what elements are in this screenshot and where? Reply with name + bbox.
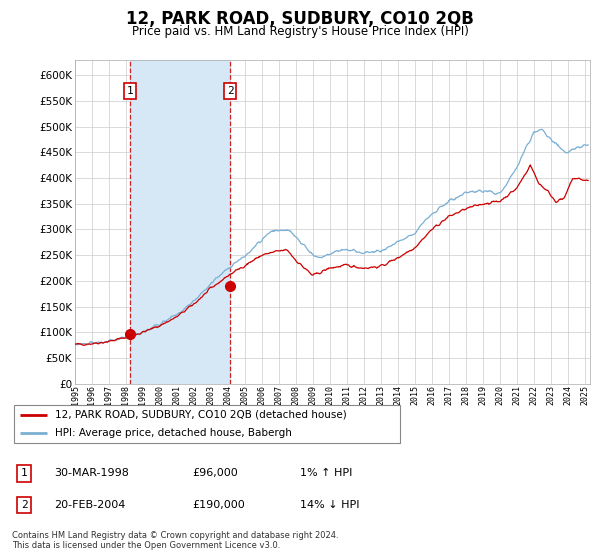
Text: 2: 2 (227, 86, 233, 96)
Text: Contains HM Land Registry data © Crown copyright and database right 2024.
This d: Contains HM Land Registry data © Crown c… (12, 531, 338, 550)
Text: £190,000: £190,000 (192, 500, 245, 510)
Text: 1: 1 (20, 468, 28, 478)
Text: 20-FEB-2004: 20-FEB-2004 (54, 500, 125, 510)
Text: 30-MAR-1998: 30-MAR-1998 (54, 468, 129, 478)
Text: HPI: Average price, detached house, Babergh: HPI: Average price, detached house, Babe… (55, 428, 292, 438)
FancyBboxPatch shape (14, 405, 400, 443)
Text: 1% ↑ HPI: 1% ↑ HPI (300, 468, 352, 478)
Bar (130, 60, 230, 384)
Text: 2: 2 (20, 500, 28, 510)
Text: 14% ↓ HPI: 14% ↓ HPI (300, 500, 359, 510)
Text: 1: 1 (127, 86, 133, 96)
Text: Price paid vs. HM Land Registry's House Price Index (HPI): Price paid vs. HM Land Registry's House … (131, 25, 469, 38)
Text: £96,000: £96,000 (192, 468, 238, 478)
Text: 12, PARK ROAD, SUDBURY, CO10 2QB: 12, PARK ROAD, SUDBURY, CO10 2QB (126, 10, 474, 27)
Text: 12, PARK ROAD, SUDBURY, CO10 2QB (detached house): 12, PARK ROAD, SUDBURY, CO10 2QB (detach… (55, 410, 347, 420)
